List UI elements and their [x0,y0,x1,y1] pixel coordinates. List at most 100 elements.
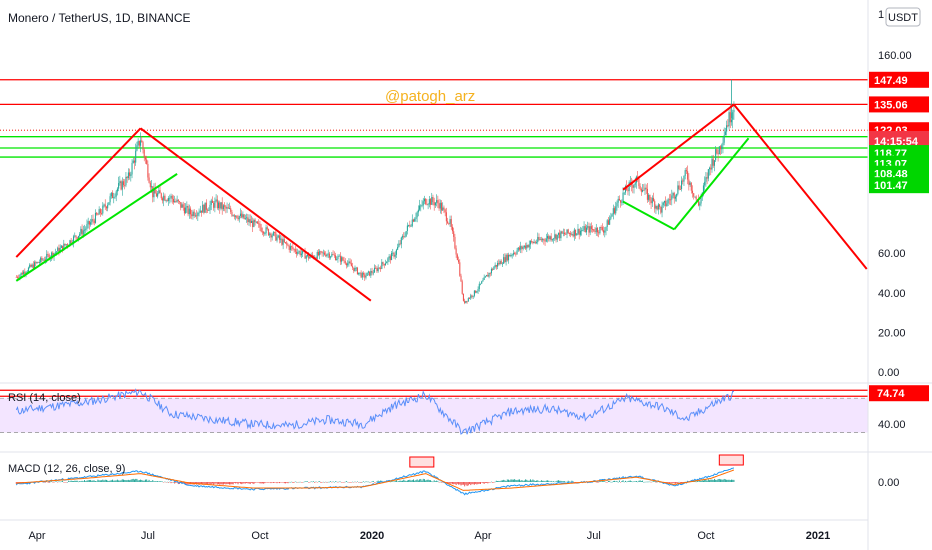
macd-histogram-bar [144,479,146,482]
candle-body [671,195,673,200]
macd-histogram-bar [88,480,90,482]
candle-body [215,199,217,201]
macd-histogram-bar [264,482,266,484]
candle-body [626,186,628,191]
currency-button[interactable] [885,7,921,27]
candle-body [414,218,416,222]
candle-body [490,268,493,274]
candle-body [518,247,521,250]
macd-histogram-bar [617,481,619,483]
macd-histogram-bar [104,479,106,482]
macd-histogram-bar [74,480,76,482]
candle-body [733,110,735,113]
macd-histogram-bar [272,482,274,484]
macd-histogram-bar [45,482,47,483]
candle-body [349,261,351,264]
macd-histogram-bar [677,482,679,484]
candle-body [425,198,427,205]
candle-body [103,204,105,206]
x-tick-label: Oct [251,530,268,542]
candle-body [91,219,93,223]
watermark-text: @patogh_arz [385,88,475,105]
macd-histogram-bar [47,482,49,483]
candle-body [577,228,579,234]
candle-body [125,176,127,186]
macd-histogram-bar [105,479,107,482]
candle-body [177,199,179,202]
candle-body [420,205,422,207]
macd-histogram-bar [76,480,78,482]
candle-body [361,273,363,278]
macd-histogram-bar [259,482,261,484]
candle-body [319,251,321,256]
candle-body [440,202,443,211]
macd-histogram-bar [545,480,547,482]
macd-histogram-bar [538,481,540,482]
macd-histogram-bar [571,480,573,482]
candle-body [423,198,426,202]
candle-body [607,220,609,225]
candle-body [406,225,408,231]
macd-histogram-bar [432,481,434,483]
candle-body [157,193,159,197]
candle-body [57,247,59,252]
candle-body [60,245,62,248]
macd-histogram-bar [123,479,125,482]
macd-histogram-bar [426,479,428,482]
macd-histogram-bar [430,480,432,482]
macd-histogram-bar [275,482,277,483]
macd-histogram-bar [171,482,173,483]
candle-body [428,199,430,205]
macd-histogram-bar [554,481,556,483]
candle-body [514,253,516,254]
macd-histogram-bar [570,481,572,483]
macd-histogram-bar [142,480,144,482]
candle-body [445,212,447,222]
candle-body [193,211,195,216]
candle-body [305,256,307,259]
price-tag [869,96,929,113]
candle-body [553,238,555,240]
macd-histogram-bar [637,481,639,483]
macd-histogram-bar [495,480,497,482]
candle-body [439,202,441,209]
candle-body [387,258,389,262]
macd-histogram-bar [205,482,207,485]
candle-body [668,199,670,201]
macd-histogram-bar [531,480,533,482]
macd-histogram-bar [484,482,486,483]
candle-body [32,264,34,269]
candle-body [364,274,366,278]
macd-histogram-bar [631,481,633,482]
macd-histogram-bar [99,480,101,482]
candle-body [124,185,126,186]
candle-body [458,260,460,263]
candle-body [367,271,369,273]
candle-body [578,228,580,235]
macd-histogram-bar [363,481,365,482]
candle-body [331,254,333,257]
macd-histogram-bar [478,482,480,484]
candle-body [54,252,56,254]
macd-histogram-bar [610,481,612,483]
candle-body [264,233,266,235]
macd-histogram-bar [136,478,138,482]
macd-histogram-bar [356,481,358,482]
macd-histogram-bar [219,482,221,485]
candle-body [365,275,367,278]
candle-body [146,159,148,164]
macd-histogram-bar [80,481,82,482]
macd-histogram-bar [159,481,161,482]
macd-histogram-bar [325,481,327,483]
candle-body [221,202,223,210]
candle-body [92,219,94,221]
candle-body [559,232,561,239]
macd-histogram-bar [564,481,566,482]
trendline [15,173,178,282]
candle-body [170,195,172,198]
candle-body [711,158,713,170]
macd-histogram-bar [355,482,357,483]
macd-histogram-bar [261,482,263,484]
candle-body [702,185,705,193]
macd-histogram-bar [114,480,116,482]
